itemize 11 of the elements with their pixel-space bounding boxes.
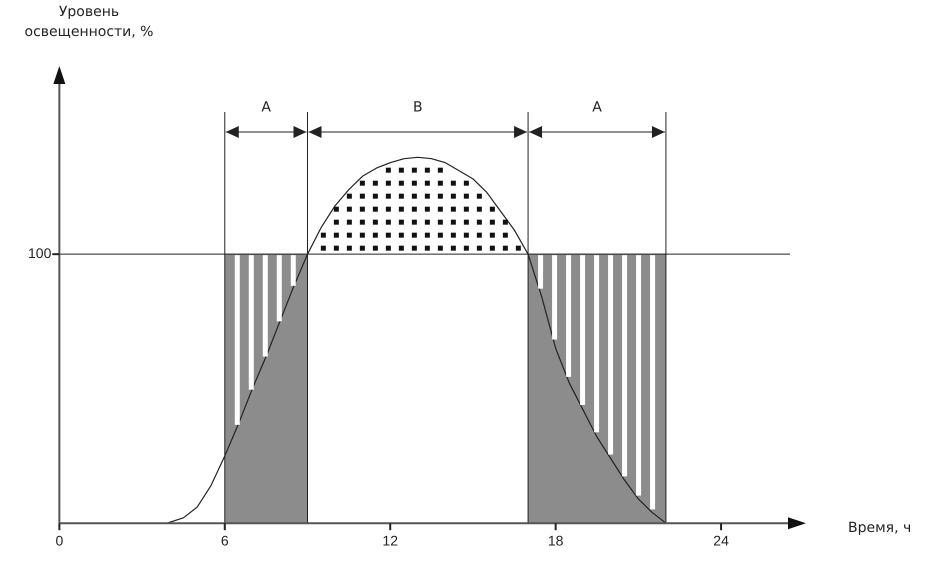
annotation: A — [261, 100, 272, 116]
x-axis-title: Время, ч — [848, 520, 912, 536]
y-tick-label: 100 — [28, 245, 52, 262]
x-tick-label: 24 — [713, 532, 730, 548]
annotation: B — [412, 100, 423, 116]
x-tick-label: 6 — [220, 532, 229, 548]
x-tick-label: 12 — [382, 532, 398, 548]
x-tick-label: 18 — [548, 532, 564, 548]
annotation: A — [592, 100, 602, 116]
x-tick-label: 0 — [55, 532, 64, 548]
y-axis-title: Уровень освещенности, % — [24, 3, 154, 42]
